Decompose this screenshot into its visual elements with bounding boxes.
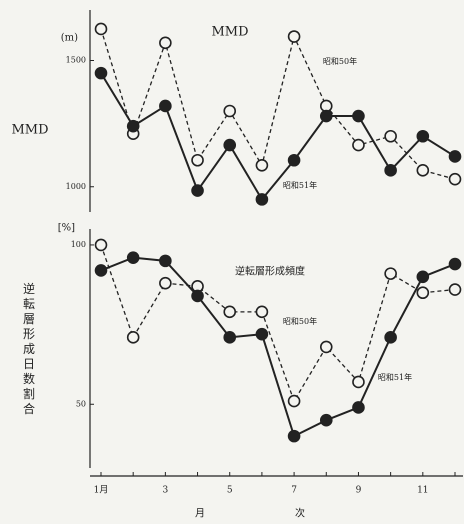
data-point: [191, 289, 204, 303]
data-point: [287, 394, 301, 408]
data-point: [287, 30, 301, 43]
data-point: [416, 270, 430, 284]
data-point: [191, 184, 204, 197]
data-point: [416, 164, 430, 177]
data-point: [159, 254, 172, 268]
x-tick-label: 9: [356, 486, 362, 496]
data-point: [287, 153, 301, 167]
data-point: [384, 164, 397, 177]
x-tick-label: 11: [417, 486, 428, 496]
data-point: [223, 331, 237, 344]
data-point: [126, 251, 140, 264]
unit-label: (m): [61, 33, 78, 44]
data-point: [94, 66, 108, 80]
y-tick-label: 100: [71, 240, 86, 249]
x-tick-label: 3: [162, 486, 168, 496]
x-axis-label: 月: [195, 508, 205, 520]
series-label: 昭和50年: [323, 56, 357, 66]
data-point: [255, 193, 269, 206]
data-point: [384, 129, 397, 143]
data-point: [223, 305, 237, 319]
data-point: [448, 283, 462, 296]
data-point: [287, 429, 301, 443]
series-label: 昭和51年: [378, 372, 412, 382]
data-point: [223, 138, 237, 152]
data-point: [126, 119, 140, 133]
data-point: [191, 153, 204, 167]
data-point: [352, 109, 365, 123]
data-point: [352, 375, 365, 389]
data-point: [448, 150, 462, 163]
series-line: [100, 256, 456, 438]
series-label: 昭和50年: [283, 316, 317, 326]
data-point: [352, 401, 365, 414]
chart-title: 逆転層形成頻度: [235, 265, 305, 278]
unit-label: [%]: [58, 223, 75, 234]
data-point: [384, 331, 397, 344]
data-point: [159, 276, 172, 290]
x-tick-label: 5: [227, 486, 233, 496]
y-tick-label: 1500: [66, 56, 86, 65]
y-tick-label: 1000: [66, 182, 86, 191]
series-line: [100, 72, 456, 202]
data-point: [319, 340, 333, 354]
data-point: [159, 99, 172, 113]
chart-title: MMD: [211, 25, 248, 40]
data-point: [255, 158, 269, 172]
data-point: [448, 257, 462, 271]
y-axis-label: MMD: [11, 123, 48, 138]
data-point: [319, 413, 333, 427]
x-tick-label: 1月: [94, 485, 109, 496]
series-line: [100, 28, 456, 180]
data-point: [352, 138, 365, 152]
data-point: [255, 327, 269, 341]
data-point: [94, 264, 108, 277]
data-point: [384, 267, 397, 280]
data-point: [448, 172, 462, 186]
data-point: [319, 109, 333, 123]
y-axis-label: 逆転層形成日数割合: [22, 281, 36, 417]
data-point: [94, 22, 108, 36]
data-point: [223, 104, 237, 118]
data-point: [416, 129, 430, 143]
data-point: [94, 238, 108, 252]
data-point: [416, 286, 430, 300]
y-tick-label: 50: [76, 399, 86, 408]
data-point: [255, 305, 269, 319]
x-tick-label: 7: [291, 486, 297, 496]
data-point: [126, 331, 140, 344]
x-axis-label: 次: [295, 507, 305, 520]
series-label: 昭和51年: [283, 180, 317, 190]
data-point: [159, 36, 172, 50]
